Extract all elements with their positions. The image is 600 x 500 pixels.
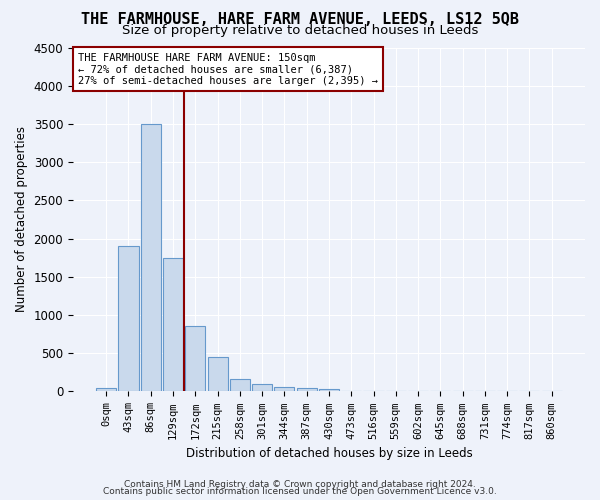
Bar <box>96 388 116 392</box>
Text: Contains HM Land Registry data © Crown copyright and database right 2024.: Contains HM Land Registry data © Crown c… <box>124 480 476 489</box>
Bar <box>163 258 183 392</box>
Text: THE FARMHOUSE, HARE FARM AVENUE, LEEDS, LS12 5QB: THE FARMHOUSE, HARE FARM AVENUE, LEEDS, … <box>81 12 519 28</box>
Bar <box>296 388 317 392</box>
Text: THE FARMHOUSE HARE FARM AVENUE: 150sqm
← 72% of detached houses are smaller (6,3: THE FARMHOUSE HARE FARM AVENUE: 150sqm ←… <box>78 52 378 86</box>
Bar <box>230 379 250 392</box>
Bar <box>208 357 227 392</box>
Bar <box>185 326 205 392</box>
Bar <box>252 384 272 392</box>
Text: Contains public sector information licensed under the Open Government Licence v3: Contains public sector information licen… <box>103 487 497 496</box>
Bar <box>274 387 295 392</box>
Bar <box>319 389 339 392</box>
Text: Size of property relative to detached houses in Leeds: Size of property relative to detached ho… <box>122 24 478 37</box>
X-axis label: Distribution of detached houses by size in Leeds: Distribution of detached houses by size … <box>185 447 472 460</box>
Y-axis label: Number of detached properties: Number of detached properties <box>15 126 28 312</box>
Bar <box>141 124 161 392</box>
Bar <box>118 246 139 392</box>
